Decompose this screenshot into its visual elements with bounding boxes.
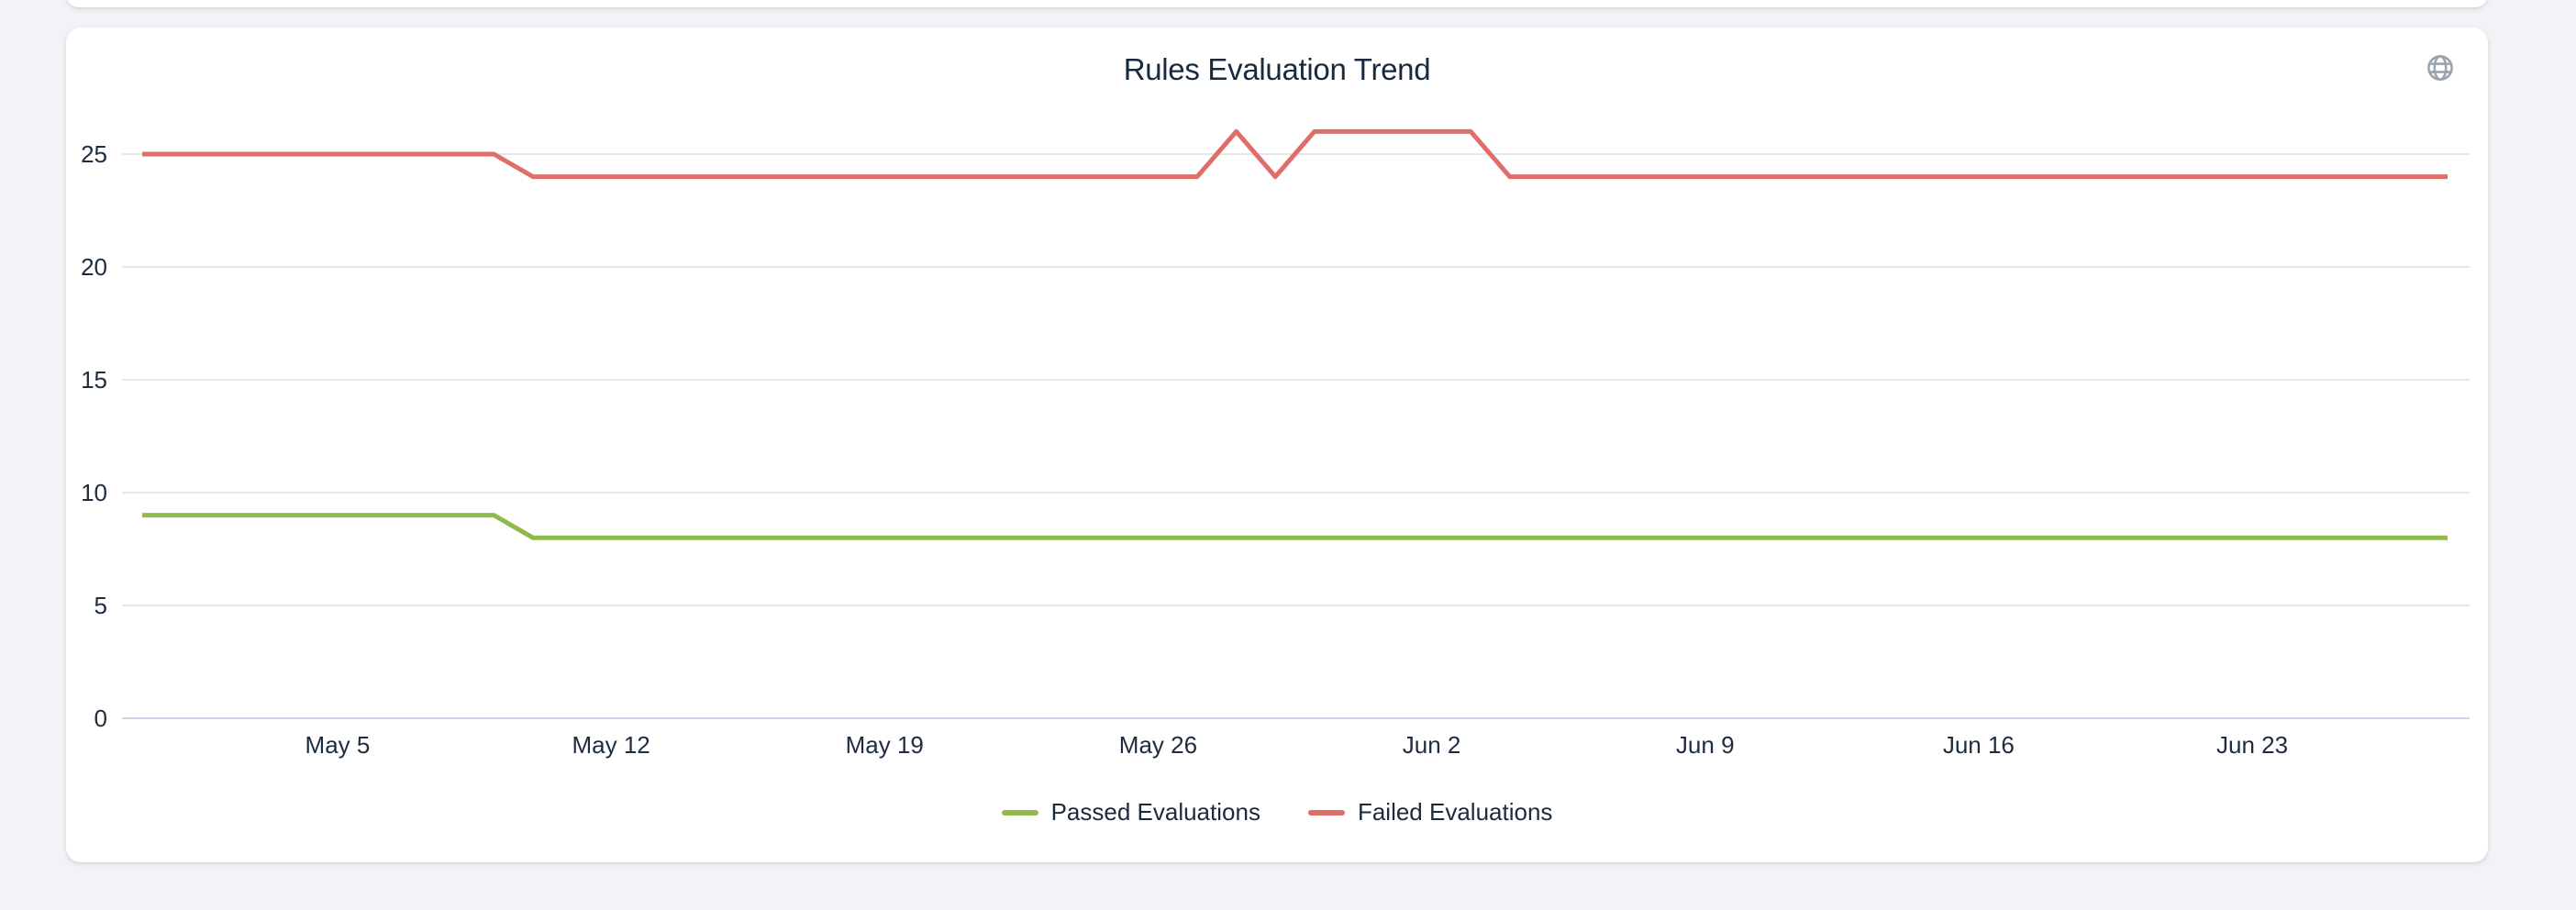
card-above: [66, 0, 2488, 7]
y-axis-tick-label: 20: [81, 253, 107, 281]
failed-line-swatch: [1307, 809, 1345, 816]
passed-line-swatch: [1001, 809, 1038, 816]
y-axis-tick-label: 15: [81, 366, 107, 394]
y-axis-tick-label: 10: [81, 479, 107, 506]
x-axis-tick-label: Jun 23: [2216, 731, 2288, 759]
series-line-1: [142, 128, 2448, 180]
legend-label-failed: Failed Evaluations: [1357, 798, 1553, 826]
y-axis-tick-label: 5: [94, 592, 107, 619]
line-chart-plot-area[interactable]: 0 5 10 15 20 25 May 5 May 12 May 19 May 26 Jun 2 Ju…: [66, 28, 2488, 780]
x-axis-tick-label: Jun 9: [1676, 731, 1735, 759]
legend-item-failed[interactable]: Failed Evaluations: [1307, 798, 1553, 827]
chart-legend: Passed Evaluations Failed Evaluations: [66, 798, 2488, 827]
legend-item-passed[interactable]: Passed Evaluations: [1001, 798, 1260, 827]
globe-icon: [2427, 55, 2453, 81]
x-axis-tick-label: May 19: [846, 731, 924, 759]
x-axis-tick-label: May 26: [1119, 731, 1197, 759]
x-axis-tick-label: May 12: [572, 731, 650, 759]
globe-icon-button[interactable]: [2422, 50, 2459, 86]
y-axis-tick-label: 25: [81, 140, 107, 168]
x-axis-tick-label: May 5: [305, 731, 371, 759]
chart-card: Rules Evaluation Trend 0 5 10 15 20 25 May 5 Ma…: [66, 28, 2488, 862]
legend-label-passed: Passed Evaluations: [1050, 798, 1260, 826]
x-axis-tick-label: Jun 16: [1943, 731, 2015, 759]
x-axis-tick-label: Jun 2: [1403, 731, 1461, 759]
chart-title: Rules Evaluation Trend: [1123, 52, 1431, 86]
y-axis-tick-label: 0: [94, 705, 107, 732]
series-line-0: [142, 513, 2448, 540]
